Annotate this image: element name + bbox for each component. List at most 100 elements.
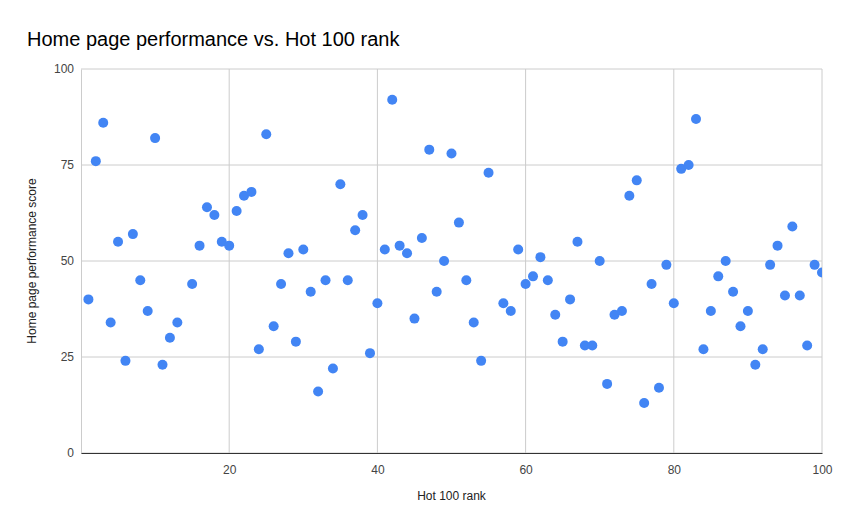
x-tick-label: 60	[519, 463, 533, 477]
point	[298, 244, 308, 254]
point	[424, 145, 434, 155]
point	[283, 248, 293, 258]
grid-line-x	[673, 69, 674, 453]
point	[454, 218, 464, 228]
point	[713, 271, 723, 281]
y-tick: 100	[54, 62, 81, 76]
point	[172, 317, 182, 327]
point	[372, 298, 382, 308]
point	[128, 229, 138, 239]
point	[550, 310, 560, 320]
point	[387, 95, 397, 105]
point	[432, 287, 442, 297]
point	[735, 321, 745, 331]
point	[276, 279, 286, 289]
y-tick: 25	[61, 350, 81, 364]
point	[439, 256, 449, 266]
y-tick: 0	[67, 446, 81, 460]
grid-line-x	[822, 69, 823, 453]
point	[120, 356, 130, 366]
point	[706, 306, 716, 316]
point	[350, 225, 360, 235]
grid-line-y	[81, 261, 822, 262]
point	[535, 252, 545, 262]
point	[269, 321, 279, 331]
point	[402, 248, 412, 258]
point	[632, 175, 642, 185]
y-axis: 0 25 50 75 100	[54, 62, 82, 460]
grid-line-y	[81, 165, 822, 166]
x-tick-label: 20	[223, 463, 237, 477]
point	[335, 179, 345, 189]
point	[306, 287, 316, 297]
x-tick: 20	[223, 453, 237, 477]
point	[669, 298, 679, 308]
point	[321, 275, 331, 285]
point	[158, 360, 168, 370]
point	[817, 268, 822, 278]
point	[787, 221, 797, 231]
grid	[81, 69, 822, 453]
point	[165, 333, 175, 343]
grid-line-x	[377, 69, 378, 453]
y-tick-label: 100	[54, 62, 74, 76]
grid-line-x	[525, 69, 526, 453]
point	[113, 237, 123, 247]
point	[395, 241, 405, 251]
x-axis: 20406080100	[82, 453, 833, 477]
point	[365, 348, 375, 358]
x-tick: 80	[668, 453, 682, 477]
grid-line-x	[229, 69, 230, 453]
point	[135, 275, 145, 285]
y-tick-label: 0	[67, 446, 74, 460]
point	[291, 337, 301, 347]
point	[409, 314, 419, 324]
point	[572, 237, 582, 247]
point	[195, 241, 205, 251]
point	[209, 210, 219, 220]
y-tick-label: 50	[61, 254, 75, 268]
title: Home page performance vs. Hot 100 rank	[27, 28, 400, 50]
point	[106, 317, 116, 327]
point	[684, 160, 694, 170]
y-tick-label: 25	[61, 350, 75, 364]
point	[187, 279, 197, 289]
y-tick-label: 75	[61, 158, 75, 172]
point	[765, 260, 775, 270]
point	[661, 260, 671, 270]
point	[750, 360, 760, 370]
point	[758, 344, 768, 354]
point	[528, 271, 538, 281]
point	[461, 275, 471, 285]
point	[624, 191, 634, 201]
x-tick: 100	[812, 453, 832, 477]
point	[639, 398, 649, 408]
point	[91, 156, 101, 166]
x-axis-title: Hot 100 rank	[417, 489, 487, 503]
point	[654, 383, 664, 393]
grid-line-y	[81, 453, 822, 454]
point	[780, 291, 790, 301]
chart: Home page performance vs. Hot 100 rank 0 2…	[0, 0, 855, 528]
point	[698, 344, 708, 354]
point	[728, 287, 738, 297]
point	[83, 294, 93, 304]
point	[484, 168, 494, 178]
point	[587, 340, 597, 350]
grid-line-y	[81, 69, 822, 70]
point	[313, 387, 323, 397]
point	[558, 337, 568, 347]
x-tick: 60	[519, 453, 533, 477]
grid-line-y	[81, 357, 822, 358]
point	[802, 340, 812, 350]
y-axis-title: Home page performance score	[25, 178, 39, 344]
point	[647, 279, 657, 289]
point	[476, 356, 486, 366]
point	[224, 241, 234, 251]
point	[254, 344, 264, 354]
point	[328, 364, 338, 374]
point	[447, 148, 457, 158]
point	[143, 306, 153, 316]
point	[543, 275, 553, 285]
point	[506, 306, 516, 316]
